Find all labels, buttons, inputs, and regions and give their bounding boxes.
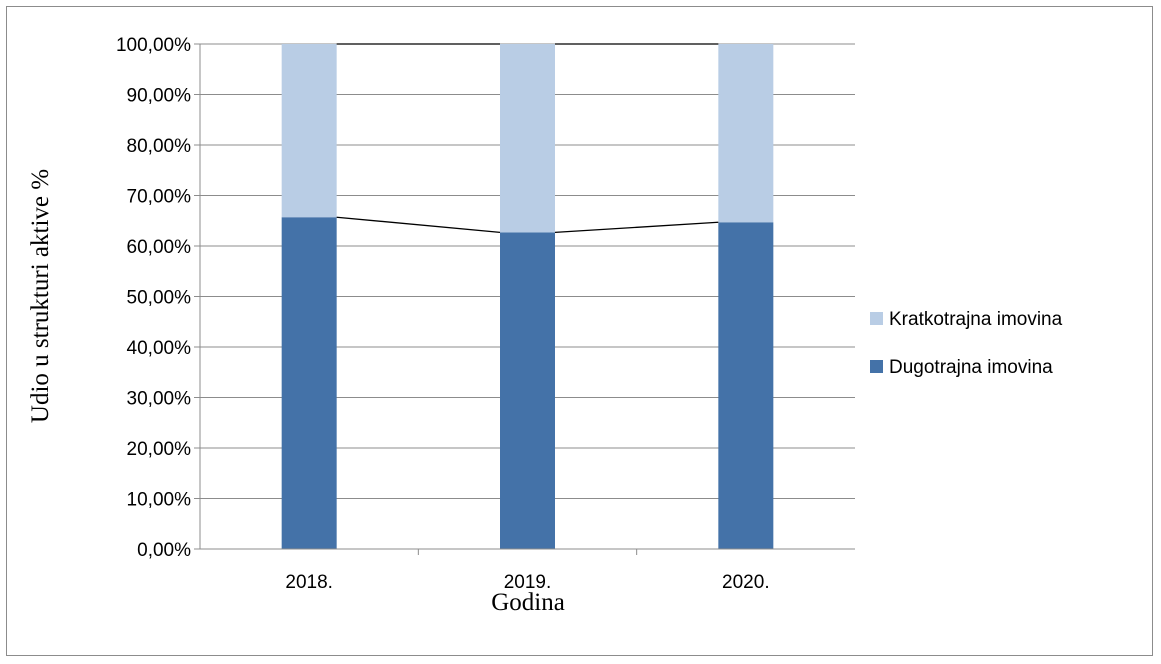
y-tick-label: 80,00% <box>127 136 192 157</box>
bar-segment <box>281 217 337 549</box>
x-axis-title: Godina <box>491 589 565 616</box>
y-tick-label: 10,00% <box>127 490 192 511</box>
y-tick-label: 60,00% <box>127 237 192 258</box>
legend-swatch <box>870 360 883 373</box>
y-axis-title: Udio u strukturi aktive % <box>27 169 54 423</box>
bar-segment <box>718 44 774 223</box>
y-tick-label: 40,00% <box>127 338 192 359</box>
legend-label: Kratkotrajna imovina <box>889 309 1063 330</box>
legend-label: Dugotrajna imovina <box>889 357 1053 378</box>
y-tick-label: 20,00% <box>127 439 192 460</box>
x-tick-label: 2018. <box>285 572 333 593</box>
y-tick-label: 90,00% <box>127 86 192 107</box>
bars <box>281 44 774 550</box>
x-tick-label: 2019. <box>504 572 552 593</box>
x-tick-label: 2020. <box>722 572 770 593</box>
x-tick-labels: 2018. 2019. 2020. <box>285 572 769 593</box>
y-tick-label: 0,00% <box>137 540 191 561</box>
bar-segment <box>500 44 555 233</box>
legend: Kratkotrajna imovina Dugotrajna imovina <box>870 309 1063 378</box>
bar-segment <box>281 44 337 218</box>
y-tick-label: 50,00% <box>127 288 192 309</box>
y-tick-labels: 0,00% 10,00% 20,00% 30,00% 40,00% 50,00% 60,00… <box>116 35 191 561</box>
chart-frame <box>6 6 1153 656</box>
series-lines <box>336 43 719 234</box>
y-tick-label: 30,00% <box>127 389 192 410</box>
bar-segment <box>500 232 555 550</box>
axes <box>199 44 855 555</box>
bar-segment <box>718 222 774 549</box>
series-line <box>336 216 501 234</box>
y-tick-label: 100,00% <box>116 35 191 56</box>
legend-swatch <box>870 312 883 325</box>
y-tick-label: 70,00% <box>127 187 192 208</box>
series-line <box>554 221 719 234</box>
